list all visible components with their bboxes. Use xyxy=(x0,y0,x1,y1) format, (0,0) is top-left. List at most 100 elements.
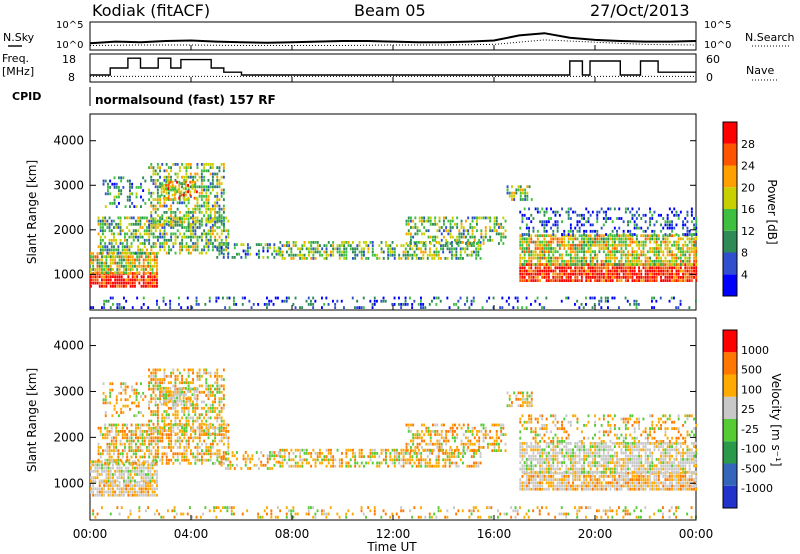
power-cell xyxy=(227,219,230,223)
power-cell xyxy=(203,166,205,169)
power-cell xyxy=(693,240,695,244)
power-cell xyxy=(414,226,417,229)
velocity-cell xyxy=(176,378,179,381)
power-cell xyxy=(183,232,186,236)
power-cell xyxy=(227,256,230,259)
power-cell xyxy=(631,269,634,273)
power-cell xyxy=(228,306,231,309)
power-cell xyxy=(159,245,162,249)
power-cell xyxy=(225,235,228,239)
velocity-cell xyxy=(165,386,167,390)
power-cell xyxy=(119,222,122,226)
power-cell xyxy=(312,257,315,260)
velocity-cell xyxy=(123,479,125,483)
velocity-cell xyxy=(157,449,159,452)
power-cell xyxy=(618,226,621,230)
power-cell xyxy=(618,243,621,247)
velocity-cell xyxy=(109,479,112,483)
velocity-scatter xyxy=(90,368,698,519)
velocity-cell xyxy=(174,439,177,443)
power-cell xyxy=(668,223,671,227)
velocity-cell xyxy=(207,446,210,449)
velocity-cell xyxy=(140,463,143,467)
power-cell xyxy=(133,205,136,208)
power-cell xyxy=(152,223,155,227)
velocity-cell xyxy=(149,476,152,480)
power-cell xyxy=(459,296,462,300)
power-cell xyxy=(198,251,201,255)
velocity-cell xyxy=(141,455,144,459)
velocity-cell xyxy=(330,452,332,455)
power-cell xyxy=(688,306,691,309)
velocity-cell xyxy=(107,466,110,470)
velocity-cell xyxy=(292,452,295,455)
velocity-cell xyxy=(156,484,158,487)
power-cell xyxy=(352,257,354,260)
velocity-cell xyxy=(216,449,219,452)
velocity-cell xyxy=(365,461,368,465)
power-cell xyxy=(216,226,219,229)
power-cell xyxy=(362,296,365,300)
power-cell xyxy=(139,248,142,252)
velocity-cell xyxy=(150,426,153,430)
power-cell xyxy=(140,278,143,282)
power-cell xyxy=(519,269,522,273)
power-cell xyxy=(594,279,596,282)
power-cell xyxy=(94,281,97,285)
velocity-cell xyxy=(147,460,150,464)
power-cell xyxy=(214,195,216,198)
power-cell xyxy=(563,237,566,241)
power-cell xyxy=(530,266,533,270)
power-cell xyxy=(438,229,441,233)
velocity-cell xyxy=(203,429,205,433)
power-cell xyxy=(150,219,153,223)
velocity-cell xyxy=(167,429,170,433)
velocity-cell xyxy=(135,404,138,408)
power-cell xyxy=(173,196,176,200)
velocity-cell xyxy=(152,432,155,436)
velocity-cell xyxy=(170,429,172,433)
power-cell xyxy=(351,296,354,300)
power-cell xyxy=(578,256,581,260)
velocity-cell xyxy=(150,449,153,452)
velocity-cell xyxy=(131,487,134,491)
power-cell xyxy=(558,256,561,260)
power-cell xyxy=(172,211,175,214)
power-cell xyxy=(104,219,107,223)
velocity-cell xyxy=(183,436,186,440)
power-cell xyxy=(622,253,625,257)
power-cell xyxy=(684,263,687,266)
power-cell xyxy=(218,226,221,229)
power-cell xyxy=(414,222,417,226)
power-cell xyxy=(129,198,131,202)
power-cell xyxy=(616,263,618,266)
power-cell xyxy=(545,269,548,273)
power-cell xyxy=(622,237,625,241)
power-cell xyxy=(142,278,145,282)
velocity-cell xyxy=(90,481,92,484)
power-cell xyxy=(449,226,452,229)
velocity-cell xyxy=(211,403,214,407)
velocity-cell xyxy=(299,455,302,458)
power-cell xyxy=(422,250,425,254)
power-cell xyxy=(543,229,546,233)
power-cell xyxy=(198,226,201,229)
power-cell xyxy=(158,306,161,309)
velocity-cell xyxy=(152,462,155,465)
power-cell xyxy=(618,240,621,244)
velocity-cell xyxy=(154,455,157,459)
power-cell xyxy=(203,214,205,217)
power-cell xyxy=(130,222,133,226)
power-cell xyxy=(627,207,629,211)
velocity-cell xyxy=(96,463,99,467)
power-cell xyxy=(567,213,570,217)
velocity-cell xyxy=(118,473,121,476)
power-cell xyxy=(609,250,612,254)
power-cell xyxy=(360,250,363,254)
power-cell xyxy=(649,279,651,282)
velocity-cell xyxy=(325,464,328,468)
velocity-cell xyxy=(220,457,223,461)
velocity-cell xyxy=(179,436,181,440)
power-cell xyxy=(576,272,579,276)
power-cell xyxy=(561,263,563,266)
